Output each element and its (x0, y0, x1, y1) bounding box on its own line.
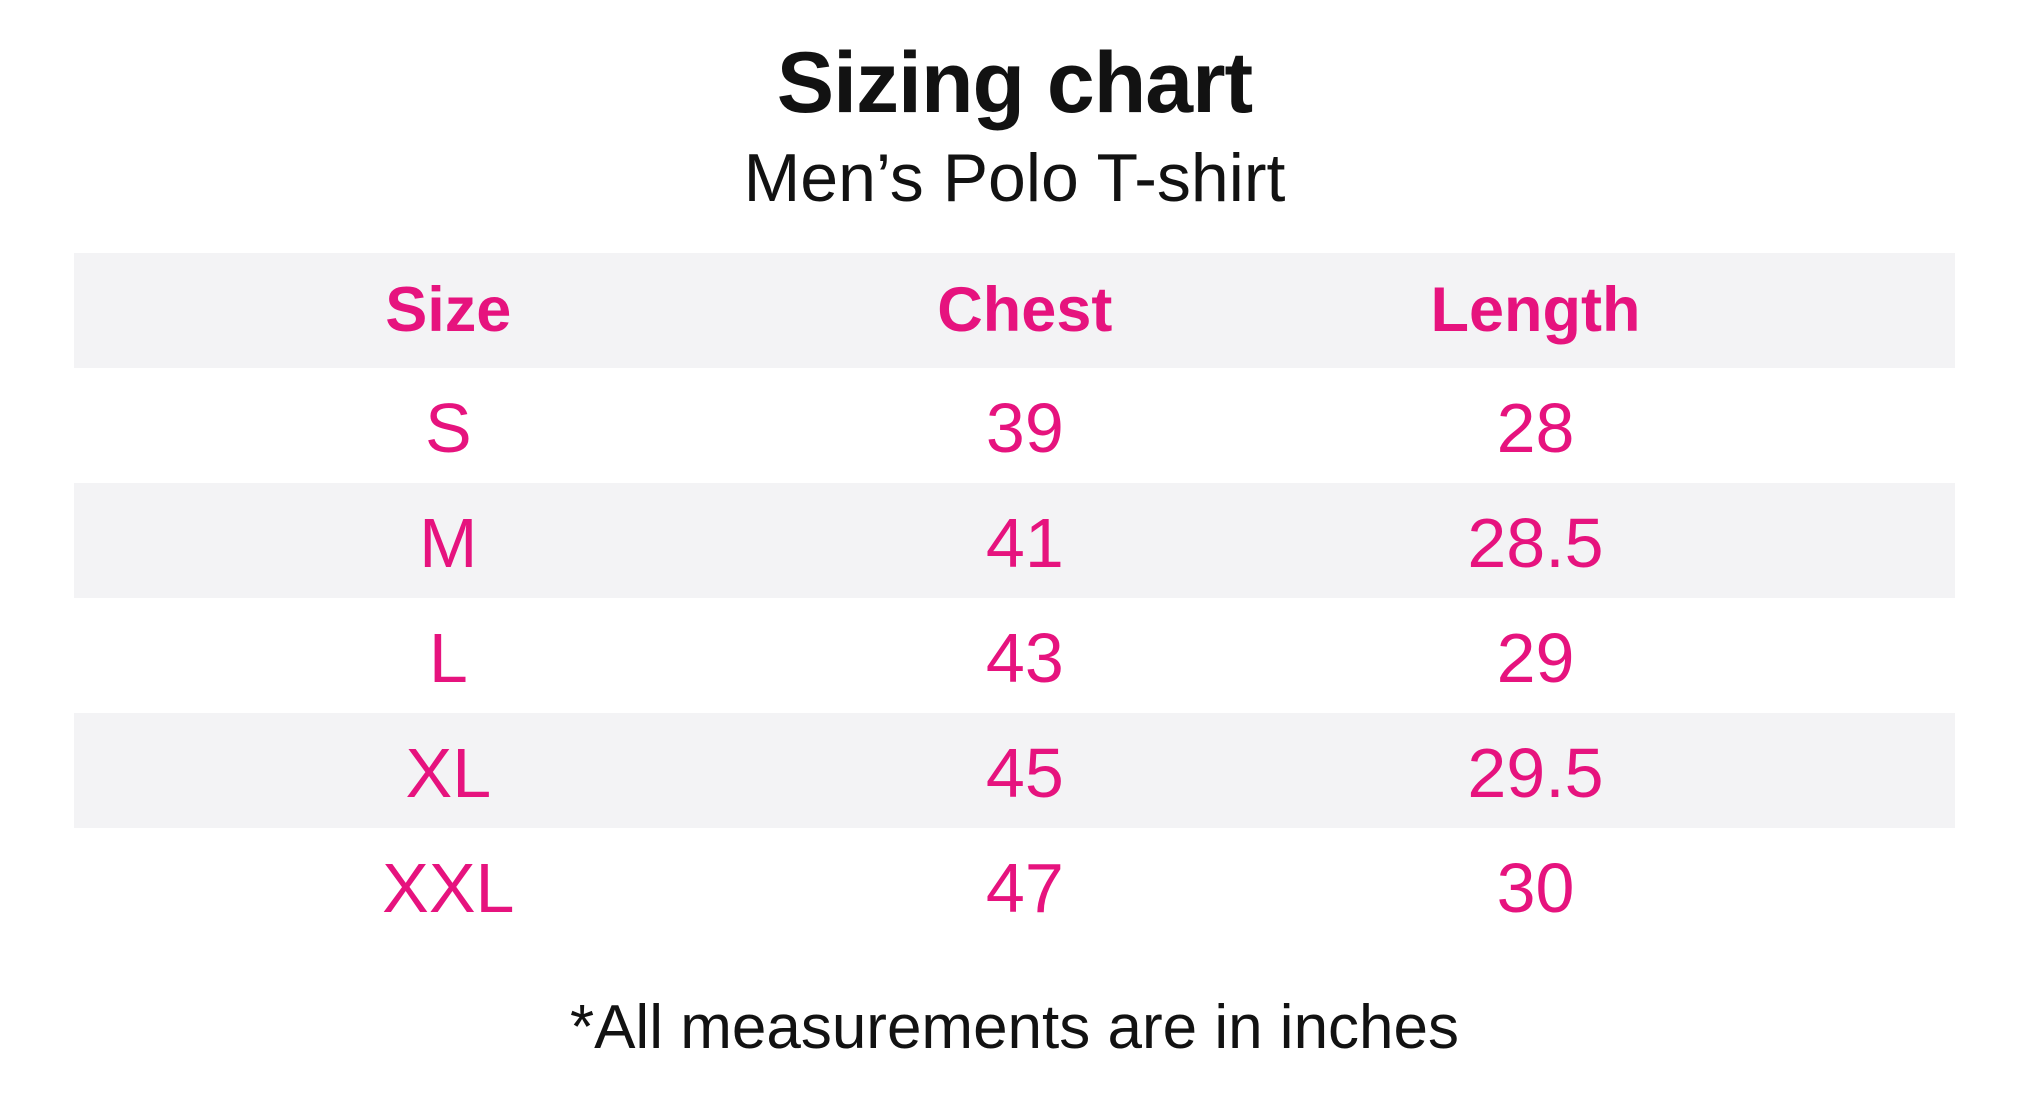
cell-chest: 47 (985, 848, 1064, 927)
table-row-xxl: XXL 47 30 (74, 828, 1955, 943)
page-title: Sizing chart (776, 35, 1253, 131)
cell-length: 28 (1496, 388, 1575, 467)
cell-length: 29 (1496, 618, 1575, 697)
cell-chest: 41 (985, 503, 1064, 582)
header-cell-length: Length (1430, 275, 1641, 346)
page-subtitle: Men’s Polo T-shirt (743, 139, 1286, 216)
cell-size: XL (405, 733, 492, 812)
cell-spacer (1844, 539, 1955, 543)
cell-size: XXL (382, 848, 515, 927)
cell-spacer (1844, 654, 1955, 658)
header-cell-chest: Chest (937, 275, 1113, 346)
table-header-row: Size Chest Length (74, 253, 1955, 369)
header-cell-size: Size (385, 275, 512, 346)
table-row-l: L 43 29 (74, 598, 1955, 713)
cell-chest: 39 (985, 388, 1064, 467)
cell-size: L (428, 618, 468, 697)
cell-length: 29.5 (1467, 733, 1604, 812)
table-row-xl: XL 45 29.5 (74, 713, 1955, 829)
measurements-footnote: *All measurements are in inches (569, 993, 1460, 1063)
cell-chest: 43 (985, 618, 1064, 697)
table-row-s: S 39 28 (74, 368, 1955, 483)
cell-spacer (1844, 884, 1955, 888)
table-row-m: M 41 28.5 (74, 483, 1955, 599)
cell-chest: 45 (985, 733, 1064, 812)
cell-length: 28.5 (1467, 503, 1604, 582)
cell-size: M (419, 503, 478, 582)
sizing-table: Size Chest Length S 39 28 M 41 28.5 L 43… (74, 253, 1955, 943)
cell-size: S (424, 388, 472, 467)
cell-spacer (1844, 769, 1955, 773)
cell-length: 30 (1496, 848, 1575, 927)
cell-spacer (1844, 424, 1955, 428)
